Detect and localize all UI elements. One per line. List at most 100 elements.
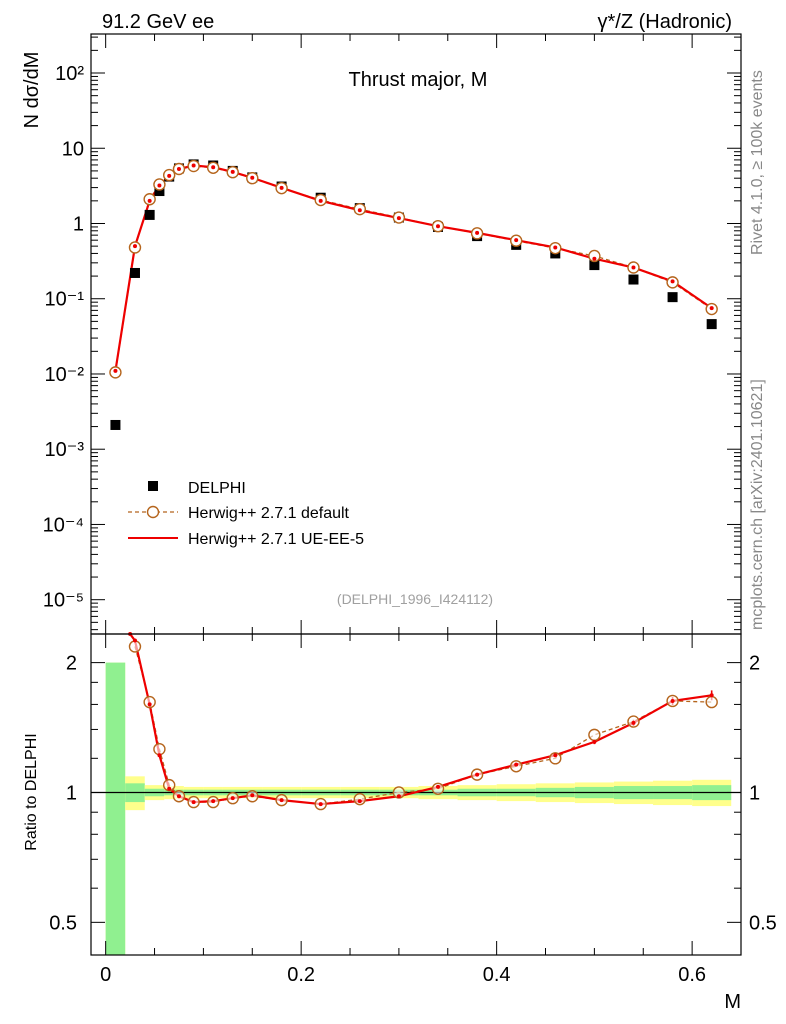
x-tick-label: 0.6	[678, 964, 706, 986]
herwig-ue-point	[191, 163, 196, 168]
ratio-herwig-ue-point	[250, 793, 255, 798]
herwig-ue-point	[250, 175, 255, 180]
delphi-data-point	[589, 260, 600, 271]
ratio-herwig-ue-point	[396, 794, 401, 799]
legend-entry-herwig-ue: Herwig++ 2.7.1 UE-EE-5	[128, 531, 364, 548]
herwig-ue-point	[279, 185, 284, 190]
herwig-ue-point	[475, 230, 480, 235]
ratio-herwig-default-point	[588, 728, 601, 742]
herwig-ue-point	[592, 256, 597, 261]
herwig-ue-line	[114, 164, 713, 372]
legend-herwig-default-marker	[146, 505, 160, 519]
ratio-herwig-ue-point	[592, 739, 597, 744]
herwig-ue-point	[211, 165, 216, 170]
legend-entry-delphi: DELPHI	[148, 480, 246, 497]
legend: DELPHI Herwig++ 2.7.1 default Herwig++ 2…	[128, 480, 364, 548]
ratio-y-tick-label: 0.5	[49, 912, 77, 934]
herwig-ue-point	[318, 198, 323, 203]
ratio-herwig-ue-point	[670, 698, 675, 703]
herwig-ue-point	[435, 224, 440, 229]
ratio-herwig-ue-point	[475, 772, 480, 777]
ratio-herwig-default-line	[134, 646, 712, 805]
ratio-herwig-ue-point	[157, 753, 162, 758]
main-y-tick-label: 10⁻³	[45, 439, 85, 461]
herwig-ue-point	[357, 208, 362, 213]
ratio-herwig-default-point	[153, 742, 166, 756]
ratio-herwig-ue-point	[132, 638, 137, 643]
ratio-plot-marks	[128, 632, 718, 811]
herwig-default-point	[588, 249, 601, 263]
ratio-herwig-ue-point	[435, 784, 440, 789]
ratio-uncertainty-bands	[91, 662, 741, 955]
main-y-tick-label: 10⁻²	[45, 364, 85, 386]
herwig-ue-point	[631, 265, 636, 270]
main-plot-title: Thrust major, M	[349, 69, 488, 91]
ratio-herwig-default-point	[128, 640, 142, 653]
ratio-herwig-ue-point	[167, 786, 172, 791]
legend-entry-herwig-default: Herwig++ 2.7.1 default	[128, 505, 350, 522]
herwig-default-line	[114, 165, 713, 373]
main-y-tick-label: 10⁻⁴	[43, 514, 84, 536]
ratio-herwig-ue-point	[279, 798, 284, 803]
legend-herwig-default-label: Herwig++ 2.7.1 default	[188, 505, 350, 522]
legend-delphi-label: DELPHI	[188, 480, 246, 497]
main-plot-panel: 10⁻⁵ 10⁻⁴ 10⁻³ 10⁻² 10⁻¹ 1 10 10² Thrust major,…	[21, 33, 742, 635]
ratio-herwig-ue-point	[230, 796, 235, 801]
x-axis-ticks: 0 0.2 0.4 0.6	[100, 34, 742, 986]
analysis-reference-label: (DELPHI_1996_I424112)	[337, 591, 493, 607]
herwig-ue-point	[514, 238, 519, 243]
ratio-herwig-default-point	[143, 695, 156, 709]
ratio-y-tick-label: 1	[66, 782, 77, 804]
delphi-data-point	[129, 267, 140, 278]
x-axis-label: M	[724, 991, 741, 1013]
ratio-y-axis-label: Ratio to DELPHI	[23, 733, 40, 850]
legend-herwig-ue-label: Herwig++ 2.7.1 UE-EE-5	[188, 531, 364, 548]
herwig-ue-point	[176, 166, 181, 171]
ratio-herwig-default-point	[549, 752, 562, 765]
herwig-ue-point	[147, 198, 152, 203]
main-y-tick-label: 10	[62, 138, 84, 160]
delphi-data-point	[154, 186, 165, 197]
ratio-green-band	[105, 662, 126, 955]
main-y-axis-ticks: 10⁻⁵ 10⁻⁴ 10⁻³ 10⁻² 10⁻¹ 1 10 10²	[43, 36, 741, 631]
herwig-ue-point	[132, 244, 137, 249]
ratio-herwig-ue-point	[514, 762, 519, 767]
ratio-y-tick-label: 2	[66, 653, 77, 675]
main-y-tick-label: 1	[73, 213, 84, 235]
ratio-herwig-ue-point	[191, 800, 196, 805]
main-y-tick-label: 10²	[55, 63, 84, 85]
mcplots-label: mcplots.cern.ch [arXiv:2401.10621]	[749, 379, 766, 630]
ratio-y-tick-label-right: 1	[749, 782, 760, 804]
herwig-ue-point	[553, 245, 558, 250]
ratio-herwig-ue-line	[129, 633, 712, 806]
ratio-y-tick-label-right: 2	[749, 653, 760, 675]
ratio-plot-frame	[90, 633, 742, 956]
ratio-herwig-ue-point	[147, 702, 152, 707]
x-tick-label: 0	[100, 964, 111, 986]
delphi-data-point	[144, 209, 155, 220]
header-energy-label: 91.2 GeV ee	[102, 11, 214, 33]
ratio-herwig-default-point	[705, 695, 718, 709]
ratio-plot-panel: 0.5 0.5 1 1 2 2 0 0.2 0.4 0.6 Ratio to DELPHI M	[23, 34, 777, 1013]
herwig-ue-point	[157, 183, 162, 188]
ratio-herwig-ue-point	[553, 753, 558, 758]
ratio-y-axis-ticks: 0.5 0.5 1 1 2 2	[49, 653, 777, 935]
ratio-herwig-ue-point	[709, 693, 714, 698]
ratio-herwig-ue-point	[318, 802, 323, 807]
x-tick-label: 0.2	[287, 964, 315, 986]
main-plot-marks	[109, 159, 718, 430]
delphi-data-point	[628, 274, 639, 285]
main-y-axis-label: N dσ/dM	[21, 52, 43, 129]
herwig-ue-point	[113, 368, 118, 373]
delphi-data-point	[110, 419, 121, 430]
herwig-ue-point	[230, 169, 235, 174]
main-y-tick-label: 10⁻⁵	[43, 590, 84, 612]
delphi-data-point	[667, 292, 678, 303]
ratio-herwig-ue-point	[357, 799, 362, 804]
rivet-version-label: Rivet 4.1.0, ≥ 100k events	[749, 70, 766, 255]
herwig-ue-point	[709, 306, 714, 311]
ratio-herwig-ue-point	[211, 799, 216, 804]
ratio-y-tick-label-right: 0.5	[749, 912, 777, 934]
ratio-herwig-ue-point	[631, 720, 636, 725]
